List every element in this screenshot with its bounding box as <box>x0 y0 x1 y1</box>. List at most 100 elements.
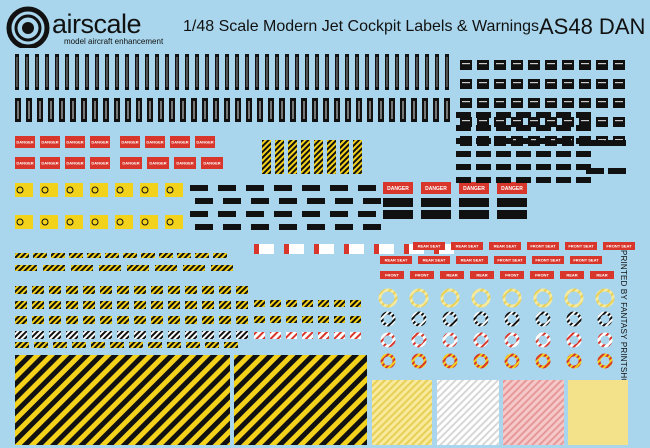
danger-label <box>40 136 60 148</box>
black-tile-line <box>598 120 606 122</box>
yellow-tag <box>40 215 58 229</box>
seat-label-text: REAR SEAT <box>494 243 517 248</box>
black-small-placard <box>536 138 551 144</box>
hazard-ring <box>504 332 520 348</box>
black-wide-placard <box>279 224 297 230</box>
thin-placard-line <box>426 57 428 87</box>
yellow-tag-icon <box>141 186 149 194</box>
danger-label-text: DANGER <box>203 160 220 165</box>
black-small-placard <box>576 125 591 131</box>
hazard-strip <box>43 265 65 271</box>
hazard-square <box>168 316 180 324</box>
hazard-strip <box>15 342 29 348</box>
black-tile <box>511 60 523 70</box>
short-placard-line <box>402 101 404 119</box>
black-small-placard <box>496 125 511 131</box>
black-wide-placard <box>383 198 413 207</box>
black-small-placard <box>516 151 531 157</box>
hazard-square <box>318 332 329 339</box>
black-tile-line <box>598 63 606 65</box>
black-tile <box>460 117 472 127</box>
yellow-tag <box>40 183 58 197</box>
hazard-placard <box>301 140 310 174</box>
hazard-ring <box>535 311 551 327</box>
thin-placard-line <box>116 57 118 87</box>
hazard-square <box>49 286 61 294</box>
hazard-ring <box>504 353 520 369</box>
black-small-placard <box>476 138 491 144</box>
hazard-ring <box>566 353 582 369</box>
hazard-square <box>32 331 44 339</box>
hazard-ring <box>442 353 458 369</box>
yellow-warning-tags <box>15 183 183 229</box>
seat-label-text: FRONT SEAT <box>497 257 523 262</box>
hazard-ring <box>597 311 613 327</box>
hazard-placard <box>314 140 323 174</box>
black-tile <box>596 117 608 127</box>
short-placard-line <box>237 101 239 119</box>
white-tag-band <box>284 244 289 254</box>
front-rear-label <box>560 271 584 279</box>
hazard-square <box>66 301 78 309</box>
seat-label <box>413 242 445 250</box>
yellow-tag-icon <box>41 186 49 194</box>
hazard-square <box>202 286 214 294</box>
black-wide-placard <box>190 211 208 217</box>
danger-label-text: DANGER <box>91 139 108 144</box>
thin-placard-line <box>406 57 408 87</box>
hazard-square <box>134 301 146 309</box>
black-wide-placard <box>218 185 236 191</box>
black-tile-line <box>581 120 589 122</box>
black-tile-line <box>615 139 623 141</box>
hazard-square <box>151 301 163 309</box>
seat-label <box>489 242 521 250</box>
hazard-strip <box>167 342 181 348</box>
short-placard-line <box>61 101 63 119</box>
thin-placard-line <box>166 57 168 87</box>
front-rear-label-text: REAR <box>566 272 577 277</box>
black-small-placard <box>608 140 626 146</box>
short-placard-line <box>248 101 250 119</box>
danger-label-text: DANGER <box>196 139 213 144</box>
thin-placard-line <box>136 57 138 87</box>
thin-placard-line <box>16 57 18 87</box>
black-wide-placard <box>330 211 348 217</box>
short-placard-line <box>435 101 437 119</box>
black-small-placard <box>496 138 511 144</box>
hazard-strip <box>110 342 124 348</box>
black-wide-placard <box>307 224 325 230</box>
product-code: AS48 DAN <box>539 14 646 39</box>
short-placard-line <box>325 101 327 119</box>
black-small-placard <box>456 151 471 157</box>
hazard-square <box>334 316 345 323</box>
black-tile-line <box>598 82 606 84</box>
short-placard-line <box>413 101 415 119</box>
hazard-square <box>100 301 112 309</box>
black-tile-line <box>615 63 623 65</box>
short-placard-line <box>28 101 30 119</box>
short-placard-line <box>446 101 448 119</box>
hazard-square <box>15 331 27 339</box>
black-tile-line <box>547 101 555 103</box>
black-tile <box>477 98 489 108</box>
hazard-strip <box>51 253 65 258</box>
black-wide-placard <box>497 198 527 207</box>
seat-label <box>570 256 602 264</box>
hazard-ring <box>442 332 458 348</box>
hazard-square <box>302 300 313 307</box>
hazard-strip <box>141 253 155 258</box>
seat-label <box>527 242 559 250</box>
seat-label-text: FRONT SEAT <box>530 243 556 248</box>
hazard-ring <box>409 288 429 308</box>
black-tile <box>613 98 625 108</box>
hazard-square <box>117 286 129 294</box>
thin-placard-line <box>146 57 148 87</box>
hazard-ring <box>533 288 553 308</box>
black-tile <box>477 117 489 127</box>
black-tile <box>562 98 574 108</box>
hazard-strip <box>33 253 47 258</box>
black-tile <box>494 98 506 108</box>
black-small-placard <box>536 164 551 170</box>
danger-label-text: DANGER <box>66 160 83 165</box>
